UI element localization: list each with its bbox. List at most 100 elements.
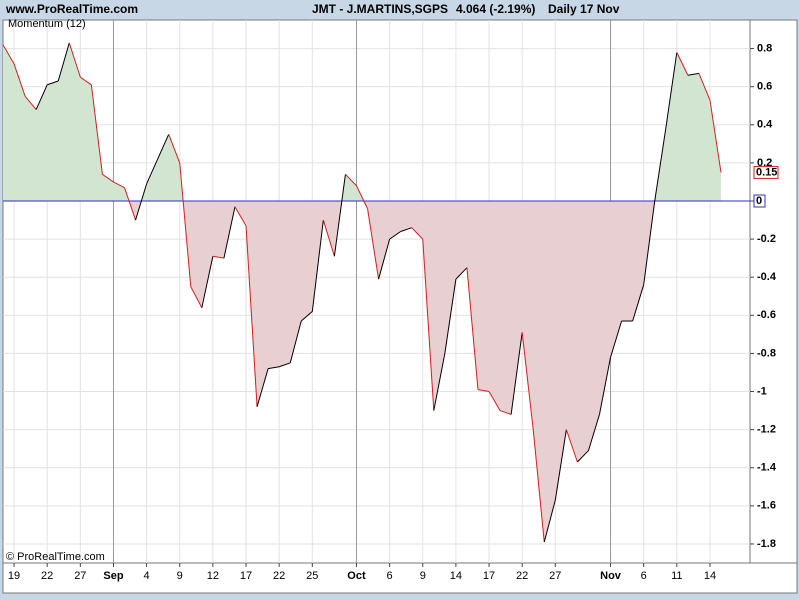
price: 4.064 (-2.19%) bbox=[456, 2, 535, 16]
y-tick-label: 0.6 bbox=[757, 81, 772, 93]
line-segment bbox=[333, 174, 346, 257]
y-tick-label: -0.6 bbox=[757, 309, 776, 321]
y-tick-label: 0 bbox=[756, 195, 762, 207]
line-segment bbox=[135, 183, 148, 221]
line-segment bbox=[521, 332, 534, 430]
line-segment bbox=[654, 128, 667, 202]
y-tick-label: -1 bbox=[757, 385, 767, 397]
line-segment bbox=[190, 286, 203, 308]
symbol: JMT - J.MARTINS,SGPS bbox=[312, 2, 448, 16]
line-segment bbox=[698, 73, 711, 101]
line-segment bbox=[411, 227, 424, 240]
line-segment bbox=[90, 84, 103, 175]
line-segment bbox=[68, 42, 81, 78]
line-segment bbox=[322, 219, 335, 257]
line-segment bbox=[80, 76, 92, 86]
line-segment bbox=[499, 410, 512, 415]
last-value-box bbox=[753, 165, 779, 179]
y-tick-label: -1.4 bbox=[757, 462, 777, 474]
line-segment bbox=[179, 162, 192, 287]
line-segment bbox=[113, 181, 125, 189]
y-tick-label: -1.2 bbox=[757, 424, 776, 436]
line-segment bbox=[532, 429, 545, 543]
line-segment bbox=[477, 389, 490, 393]
line-segment bbox=[565, 429, 578, 463]
x-tick-label: 6 bbox=[641, 570, 647, 582]
line-segment bbox=[345, 173, 357, 187]
y-tick-label: 0.8 bbox=[757, 42, 772, 54]
area-above bbox=[3, 42, 721, 201]
line-segment bbox=[146, 158, 159, 185]
line-segment bbox=[554, 429, 567, 501]
y-tick-label: 0.4 bbox=[757, 119, 773, 131]
x-tick-label: Sep bbox=[103, 570, 123, 582]
line-segment bbox=[433, 353, 446, 411]
footer: © ProRealTime.com bbox=[6, 551, 105, 563]
line-segment bbox=[709, 99, 722, 173]
line-segment bbox=[676, 52, 689, 76]
line-segment bbox=[57, 42, 70, 82]
line-segment bbox=[389, 231, 401, 240]
x-tick-label: 22 bbox=[273, 570, 285, 582]
line-segment bbox=[13, 63, 26, 97]
x-tick-label: 17 bbox=[240, 570, 252, 582]
line-segment bbox=[234, 206, 247, 227]
line-segment bbox=[311, 219, 324, 312]
line-segment bbox=[643, 200, 656, 285]
line-segment bbox=[168, 134, 181, 164]
line-segment bbox=[577, 450, 589, 463]
y-tick-label: -0.2 bbox=[757, 233, 776, 245]
line-segment bbox=[212, 255, 225, 259]
line-segment bbox=[510, 332, 523, 415]
last-value-label: 0.15 bbox=[756, 166, 777, 178]
line-segment bbox=[2, 44, 15, 65]
legend-entry: Momentum (12) bbox=[8, 18, 86, 30]
line-segment bbox=[400, 227, 412, 232]
line-segment bbox=[422, 239, 435, 411]
x-tick-label: 19 bbox=[8, 570, 20, 582]
line-segment bbox=[289, 320, 302, 364]
line-segment bbox=[466, 267, 479, 390]
line-segment bbox=[610, 320, 623, 358]
x-tick-label: 25 bbox=[306, 570, 318, 582]
line-segment bbox=[455, 267, 468, 280]
x-tick-label: 11 bbox=[671, 570, 682, 582]
line-segment bbox=[35, 84, 48, 110]
x-tick-label: 22 bbox=[516, 570, 528, 582]
line-segment bbox=[488, 391, 501, 411]
x-tick-label: 22 bbox=[41, 570, 53, 582]
x-tick-label: 9 bbox=[420, 570, 426, 582]
x-tick-label: 12 bbox=[207, 570, 219, 582]
x-tick-label: 17 bbox=[483, 570, 495, 582]
line-segment bbox=[687, 72, 699, 76]
x-tick-label: 14 bbox=[450, 570, 462, 582]
x-axis-area bbox=[2, 562, 798, 594]
line-segment bbox=[356, 185, 368, 209]
line-segment bbox=[223, 206, 236, 259]
line-segment bbox=[268, 366, 280, 370]
line-segment bbox=[632, 284, 645, 322]
line-segment bbox=[256, 368, 269, 407]
y-tick-label: -0.4 bbox=[757, 271, 777, 283]
y-tick-label: -1.8 bbox=[757, 538, 776, 550]
line-segment bbox=[278, 362, 291, 368]
x-tick-label: 6 bbox=[387, 570, 393, 582]
line-segment bbox=[102, 173, 114, 183]
line-segment bbox=[444, 279, 457, 354]
line-segment bbox=[587, 414, 600, 451]
zero-label-box bbox=[753, 194, 766, 208]
x-tick-label: 27 bbox=[549, 570, 561, 582]
line-segment bbox=[367, 208, 380, 280]
line-segment bbox=[124, 187, 137, 221]
site: www.ProRealTime.com bbox=[5, 2, 138, 16]
y-axis-area bbox=[749, 19, 798, 564]
line-segment bbox=[543, 499, 556, 543]
period: Daily 17 Nov bbox=[548, 2, 620, 16]
line-segment bbox=[245, 225, 258, 407]
x-tick-label: 27 bbox=[74, 570, 86, 582]
area-below bbox=[3, 201, 721, 543]
line-segment bbox=[378, 238, 391, 280]
x-tick-label: 4 bbox=[144, 570, 150, 582]
line-segment bbox=[599, 357, 612, 415]
